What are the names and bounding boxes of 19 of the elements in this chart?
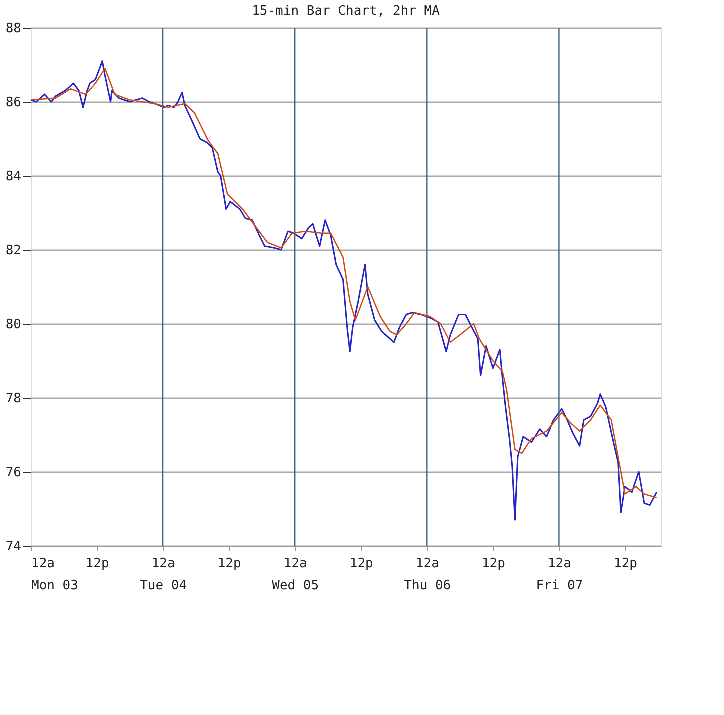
y-tick-label: 88 <box>6 22 22 36</box>
y-tick-label: 80 <box>6 318 22 332</box>
y-tick-label: 82 <box>6 244 22 258</box>
y-tick-label: 76 <box>6 466 22 480</box>
x-tick-label: 12a Tue 04 <box>140 556 188 594</box>
y-tick-label: 84 <box>6 170 22 184</box>
x-tick-label: 12a Wed 05 <box>272 556 320 594</box>
y-tick-label: 78 <box>6 392 22 406</box>
x-tick-label: 12p <box>218 556 242 572</box>
x-tick-label: 12a Fri 07 <box>536 556 584 594</box>
chart-title: 15-min Bar Chart, 2hr MA <box>252 4 440 19</box>
y-tick-label: 86 <box>6 96 22 110</box>
x-tick-label: 12p <box>350 556 374 572</box>
x-tick-label: 12a Mon 03 <box>32 556 78 594</box>
x-tick-label: 12p <box>86 556 110 572</box>
x-tick-label: 12a Thu 06 <box>404 556 452 594</box>
y-tick-label: 74 <box>6 540 22 554</box>
x-tick-label: 12p <box>614 556 638 572</box>
x-tick-label: 12p <box>482 556 506 572</box>
